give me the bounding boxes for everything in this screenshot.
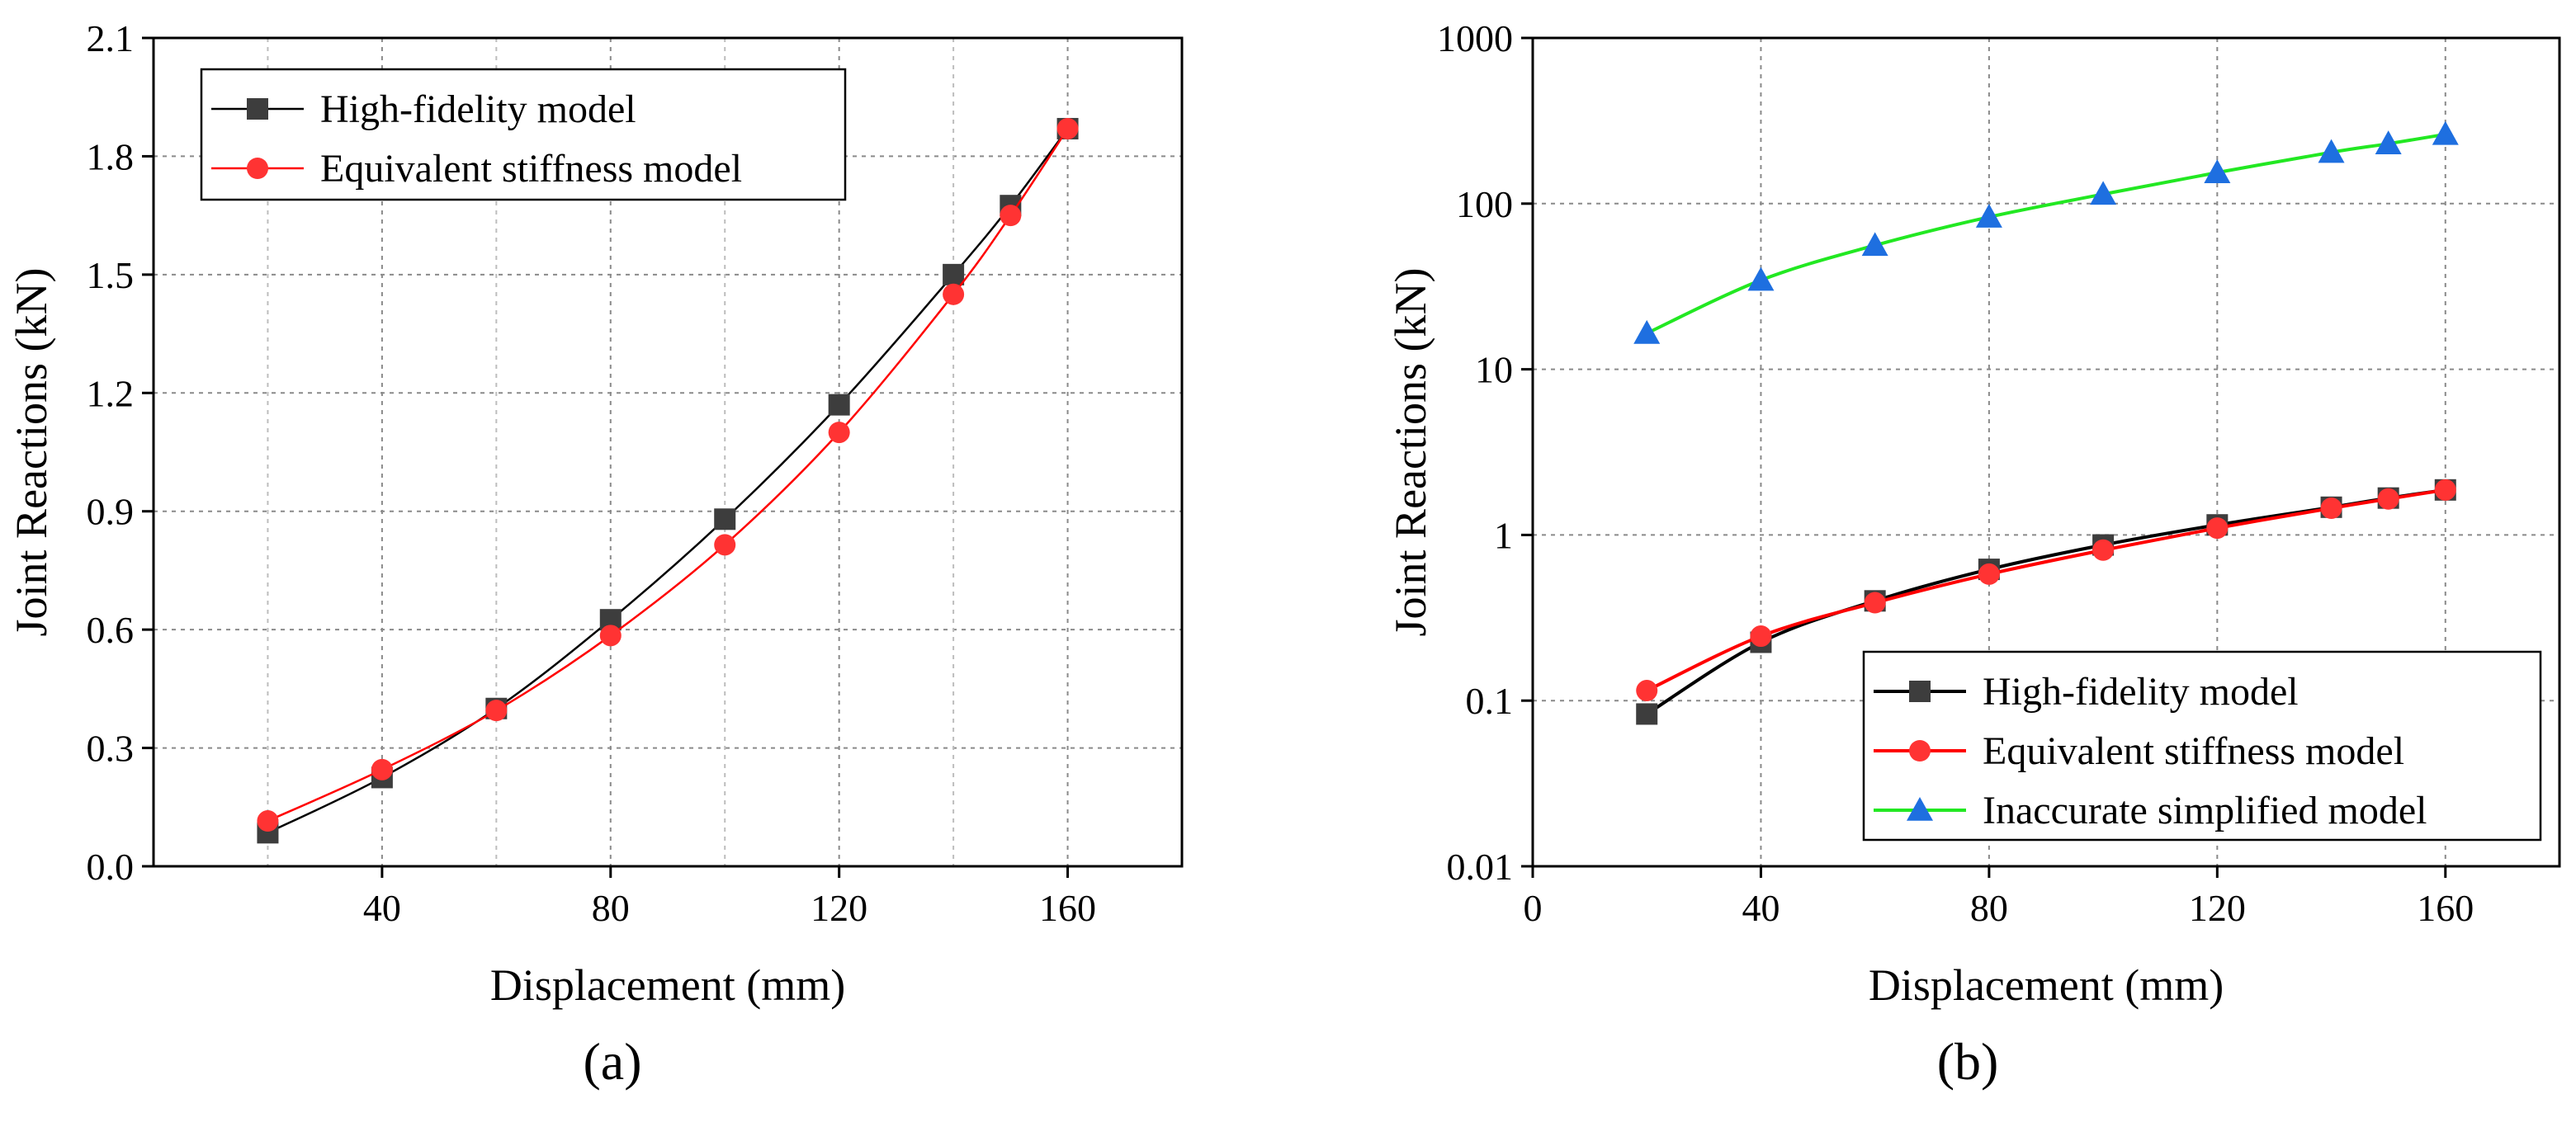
data-point [2204, 159, 2231, 183]
legend-label: High-fidelity model [320, 87, 636, 131]
y-tick-label: 1 [1494, 514, 1513, 556]
y-axis-label: Joint Reactions (kN) [1386, 268, 1435, 637]
data-point [1636, 680, 1658, 702]
data-point [2375, 130, 2402, 154]
data-point [2432, 120, 2459, 145]
y-tick-label: 10 [1475, 349, 1513, 391]
x-tick-label: 80 [1970, 887, 2008, 929]
legend-marker [247, 158, 268, 179]
legend-label: Equivalent stiffness model [1983, 729, 2404, 773]
legend-label: Equivalent stiffness model [320, 147, 742, 191]
y-tick-label: 0.9 [87, 491, 135, 533]
legend-marker [1909, 740, 1931, 762]
plot-frame [152, 36, 1184, 868]
x-tick-label: 160 [2417, 887, 2474, 929]
data-point [714, 534, 736, 556]
panel-label: (a) [583, 1032, 641, 1091]
data-point [1747, 266, 1775, 291]
data-point [2377, 488, 2399, 510]
y-tick-label: 0.6 [87, 609, 135, 651]
data-point [2090, 181, 2117, 205]
data-point [599, 625, 622, 647]
series-line [267, 128, 1069, 834]
y-tick-label: 0.3 [87, 728, 135, 770]
y-tick-label: 0.01 [1447, 846, 1514, 888]
plot-frame [1531, 36, 2561, 868]
series-line [1646, 488, 2446, 692]
data-point [1861, 232, 1888, 257]
data-point [1000, 205, 1022, 227]
data-point [1750, 625, 1772, 648]
legend-box [1862, 650, 2542, 842]
data-point [1864, 592, 1886, 614]
legend: High-fidelity model Equivalent stiffness … [200, 68, 847, 201]
x-axis-label: Displacement (mm) [490, 960, 845, 1010]
data-point [714, 508, 736, 530]
y-tick-label: 1.2 [87, 372, 135, 414]
legend-marker [1909, 681, 1931, 702]
data-point [2320, 497, 2342, 519]
legend-marker [247, 98, 268, 120]
data-point [257, 810, 279, 832]
series-1 [257, 117, 1079, 832]
x-axis-label: Displacement (mm) [1869, 960, 2224, 1010]
legend: High-fidelity model Equivalent stiffness … [1862, 650, 2542, 842]
data-point [1975, 204, 2002, 228]
data-point [2206, 517, 2229, 540]
y-tick-label: 1000 [1437, 17, 1513, 59]
series-1 [1636, 479, 2456, 702]
tick-labels: 40 80 120 160 0.0 0.3 0.6 0.9 1.2 1.5 1.8 2.1 [87, 17, 1097, 929]
data-point [1978, 563, 2000, 585]
panel-b: 0 40 80 120 160 0.01 0.1 1 10 100 1000 Displacement… [1386, 17, 2561, 1091]
data-point [1633, 319, 1661, 344]
y-tick-label: 1.8 [87, 135, 135, 177]
series-line [267, 128, 1069, 823]
y-tick-label: 2.1 [87, 17, 135, 59]
x-tick-label: 120 [811, 887, 867, 929]
legend-label: Inaccurate simplified model [1983, 789, 2427, 832]
panel-label: (b) [1937, 1032, 1999, 1091]
legend-label: High-fidelity model [1983, 670, 2299, 714]
data-point [2092, 539, 2115, 561]
data-point [2434, 479, 2456, 501]
series-line [1646, 132, 2446, 335]
data-point [943, 263, 965, 285]
data-point [828, 422, 850, 444]
data-point [828, 394, 850, 416]
x-tick-label: 120 [2189, 887, 2246, 929]
x-tick-label: 160 [1039, 887, 1096, 929]
x-tick-label: 40 [363, 887, 401, 929]
y-tick-label: 0.0 [87, 846, 135, 888]
y-tick-label: 0.1 [1466, 680, 1514, 722]
data-point [371, 758, 393, 780]
legend-box [200, 68, 847, 201]
x-tick-label: 40 [1742, 887, 1780, 929]
x-tick-label: 0 [1524, 887, 1543, 929]
series-2 [1633, 120, 2459, 344]
data-point [943, 283, 965, 305]
x-tick-label: 80 [592, 887, 630, 929]
data-point [1636, 703, 1658, 725]
data-point [485, 700, 508, 722]
y-tick-label: 100 [1456, 183, 1513, 225]
series-0 [257, 117, 1079, 844]
data-point [1056, 117, 1079, 139]
legend-marker [1907, 797, 1933, 821]
y-axis-label: Joint Reactions (kN) [7, 268, 56, 637]
y-tick-label: 1.5 [87, 254, 135, 296]
tick-labels: 0 40 80 120 160 0.01 0.1 1 10 100 1000 [1437, 17, 2474, 929]
panel-a: 40 80 120 160 0.0 0.3 0.6 0.9 1.2 1.5 1.8 2.1 Displa… [7, 17, 1184, 1091]
data-point [2318, 139, 2345, 163]
